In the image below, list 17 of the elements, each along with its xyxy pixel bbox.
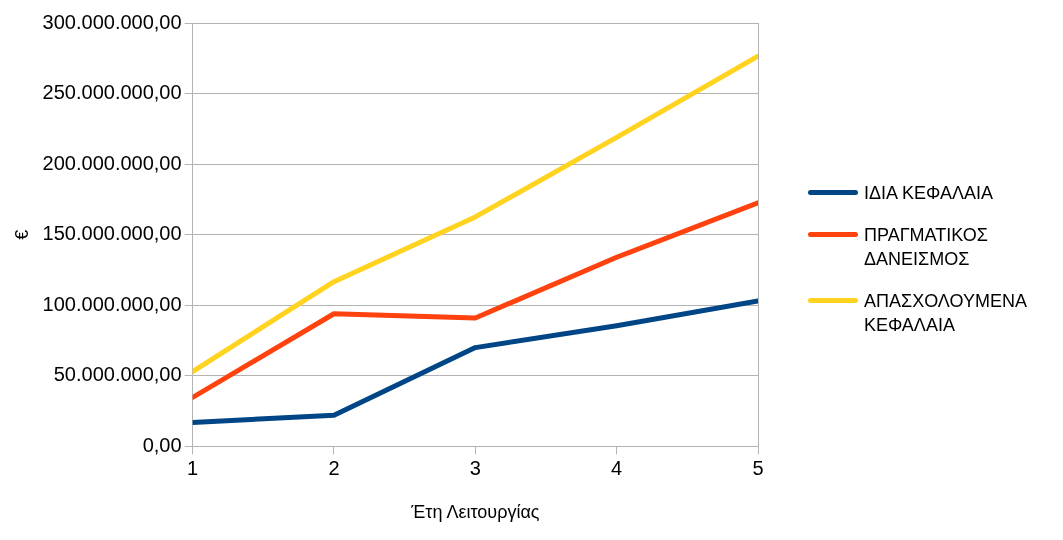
y-tick-label: 250.000.000,00 xyxy=(42,81,182,104)
y-tick-label: 150.000.000,00 xyxy=(42,222,182,245)
legend-label: ΙΔΙΑ ΚΕΦΑΛΑΙΑ xyxy=(864,182,993,205)
x-tick-label: 4 xyxy=(611,456,623,479)
x-tick-label: 1 xyxy=(187,456,199,479)
x-tick-label: 5 xyxy=(752,456,764,479)
y-tick-label: 100.000.000,00 xyxy=(42,292,182,315)
x-tick-label: 3 xyxy=(469,456,481,479)
legend-label: ΠΡΑΓΜΑΤΙΚΟΣ ΔΑΝΕΙΣΜΟΣ xyxy=(864,224,989,271)
y-axis-title: € xyxy=(11,229,32,240)
y-tick-label: 200.000.000,00 xyxy=(42,151,182,174)
legend-label: ΑΠΑΣΧΟΛΟΥΜΕΝΑ ΚΕΦΑΛΑΙΑ xyxy=(864,290,1028,337)
y-tick-label: 0,00 xyxy=(142,433,182,456)
x-axis-title: Έτη Λειτουργίας xyxy=(410,502,540,523)
y-tick-label: 50.000.000,00 xyxy=(53,363,182,386)
y-tick-label: 300.000.000,00 xyxy=(42,10,182,33)
x-tick-label: 2 xyxy=(328,456,340,479)
